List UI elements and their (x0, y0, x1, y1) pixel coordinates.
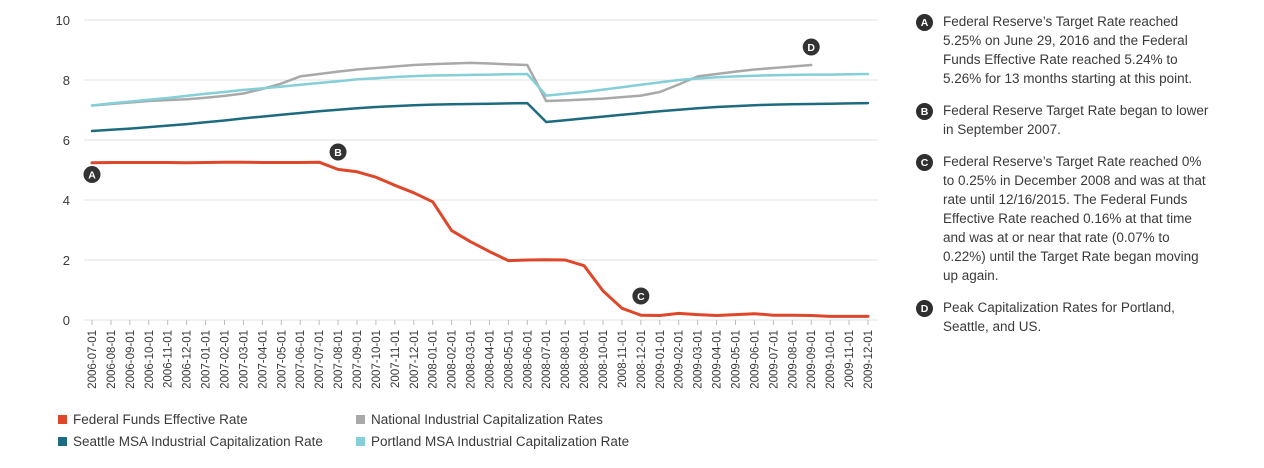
annotation-label: A (88, 170, 96, 182)
gridlines (84, 19, 878, 321)
x-tick-label: 2007-07-01 (314, 330, 326, 389)
x-tick-label: 2009-08-01 (787, 330, 799, 389)
annotation-badge (802, 38, 820, 56)
note-b: B Federal Reserve Target Rate began to l… (916, 101, 1256, 139)
x-tick-label: 2008-04-01 (484, 330, 496, 389)
x-tick-label: 2009-04-01 (712, 330, 724, 389)
note-text: Federal Reserve’s Target Rate reached 0%… (943, 154, 1206, 283)
note-text: Federal Reserve’s Target Rate reached 5.… (943, 14, 1193, 86)
annotation-label: B (334, 147, 342, 159)
annotation-badge (632, 287, 650, 305)
x-tick-label: 2008-10-01 (598, 330, 610, 389)
note-a: A Federal Reserve’s Target Rate reached … (916, 12, 1256, 88)
y-tick-label: 8 (63, 73, 70, 88)
legend-swatch (356, 415, 365, 424)
x-tick-label: 2009-01-01 (655, 330, 667, 389)
x-tick-label: 2006-07-01 (87, 330, 99, 389)
x-tick-label: 2009-06-01 (749, 330, 761, 389)
annotation-badge (329, 143, 347, 161)
y-tick-label: 10 (56, 13, 70, 28)
x-tick-label: 2008-05-01 (503, 330, 515, 389)
y-tick-label: 0 (63, 313, 70, 328)
x-tick-label: 2009-05-01 (731, 330, 743, 389)
annotation-markers: A B C D (83, 38, 820, 305)
y-tick-label: 6 (63, 133, 70, 148)
x-tick-label: 2007-12-01 (409, 330, 421, 389)
y-axis-ticks: 0 2 4 6 8 10 (56, 13, 70, 328)
x-tick-label: 2007-04-01 (257, 330, 269, 389)
note-badge: A (916, 14, 933, 31)
x-tick-label: 2008-06-01 (522, 330, 534, 389)
legend-label: National Industrial Capitalization Rates (371, 412, 603, 427)
x-tick-label: 2008-01-01 (428, 330, 440, 389)
x-tick-label: 2006-08-01 (106, 330, 118, 389)
x-tick-label: 2008-07-01 (541, 330, 553, 389)
legend-label: Seattle MSA Industrial Capitalization Ra… (73, 434, 323, 449)
x-tick-label: 2007-05-01 (276, 330, 288, 389)
annotation-notes: A Federal Reserve’s Target Rate reached … (916, 12, 1256, 349)
legend: Federal Funds Effective Rate National In… (58, 412, 698, 456)
legend-label: Portland MSA Industrial Capitalization R… (371, 434, 630, 449)
x-tick-label: 2008-12-01 (636, 330, 648, 389)
legend-item-fed-funds: Federal Funds Effective Rate (58, 412, 248, 427)
x-tick-label: 2007-06-01 (295, 330, 307, 389)
x-tick-label: 2009-12-01 (863, 330, 875, 389)
x-tick-label: 2009-11-01 (844, 330, 856, 388)
y-tick-label: 2 (63, 253, 70, 268)
legend-label: Federal Funds Effective Rate (73, 412, 248, 427)
annotation-label: C (637, 291, 645, 303)
x-tick-label: 2007-08-01 (333, 330, 345, 389)
series-line (90, 101, 870, 133)
x-tick-label: 2006-12-01 (182, 330, 194, 389)
x-tick-label: 2007-03-01 (238, 330, 250, 389)
x-tick-label: 2009-09-01 (806, 330, 818, 389)
note-c: C Federal Reserve’s Target Rate reached … (916, 152, 1256, 285)
note-text: Peak Capitalization Rates for Portland, … (943, 300, 1175, 334)
legend-swatch (58, 437, 67, 446)
x-tick-label: 2008-08-01 (560, 330, 572, 389)
legend-item-seattle: Seattle MSA Industrial Capitalization Ra… (58, 434, 323, 449)
x-tick-label: 2008-02-01 (447, 330, 459, 389)
legend-swatch (356, 437, 365, 446)
x-tick-label: 2009-02-01 (674, 330, 686, 389)
note-badge: D (916, 300, 933, 317)
legend-item-portland: Portland MSA Industrial Capitalization R… (356, 434, 629, 449)
series-line (90, 160, 870, 318)
x-tick-label: 2009-10-01 (825, 330, 837, 389)
x-tick-label: 2009-07-01 (768, 330, 780, 389)
x-tick-label: 2009-03-01 (693, 330, 705, 389)
x-tick-label: 2007-02-01 (219, 330, 231, 389)
series-line (90, 72, 870, 107)
note-text: Federal Reserve Target Rate began to low… (943, 103, 1209, 137)
series-lines (90, 61, 870, 318)
x-tick-label: 2007-11-01 (390, 330, 402, 388)
note-d: D Peak Capitalization Rates for Portland… (916, 298, 1256, 336)
legend-swatch (58, 415, 67, 424)
x-tick-label: 2007-10-01 (371, 330, 383, 389)
x-tick-label: 2008-11-01 (617, 330, 629, 388)
x-tick-label: 2006-11-01 (163, 330, 175, 388)
x-axis-ticks: 2006-07-01 2006-08-01 2006-09-01 2006-10-01… (87, 320, 875, 389)
x-tick-label: 2008-03-01 (466, 330, 478, 389)
y-tick-label: 4 (63, 193, 70, 208)
note-badge: C (916, 154, 933, 171)
series-line (90, 61, 813, 107)
annotation-label: D (807, 42, 815, 54)
x-tick-label: 2006-10-01 (144, 330, 156, 389)
x-tick-label: 2007-01-01 (201, 330, 213, 389)
note-badge: B (916, 103, 933, 120)
x-tick-label: 2007-09-01 (352, 330, 364, 389)
legend-item-national: National Industrial Capitalization Rates (356, 412, 603, 427)
x-tick-label: 2008-09-01 (579, 330, 591, 389)
x-tick-label: 2006-09-01 (125, 330, 137, 389)
annotation-badge (83, 166, 101, 183)
